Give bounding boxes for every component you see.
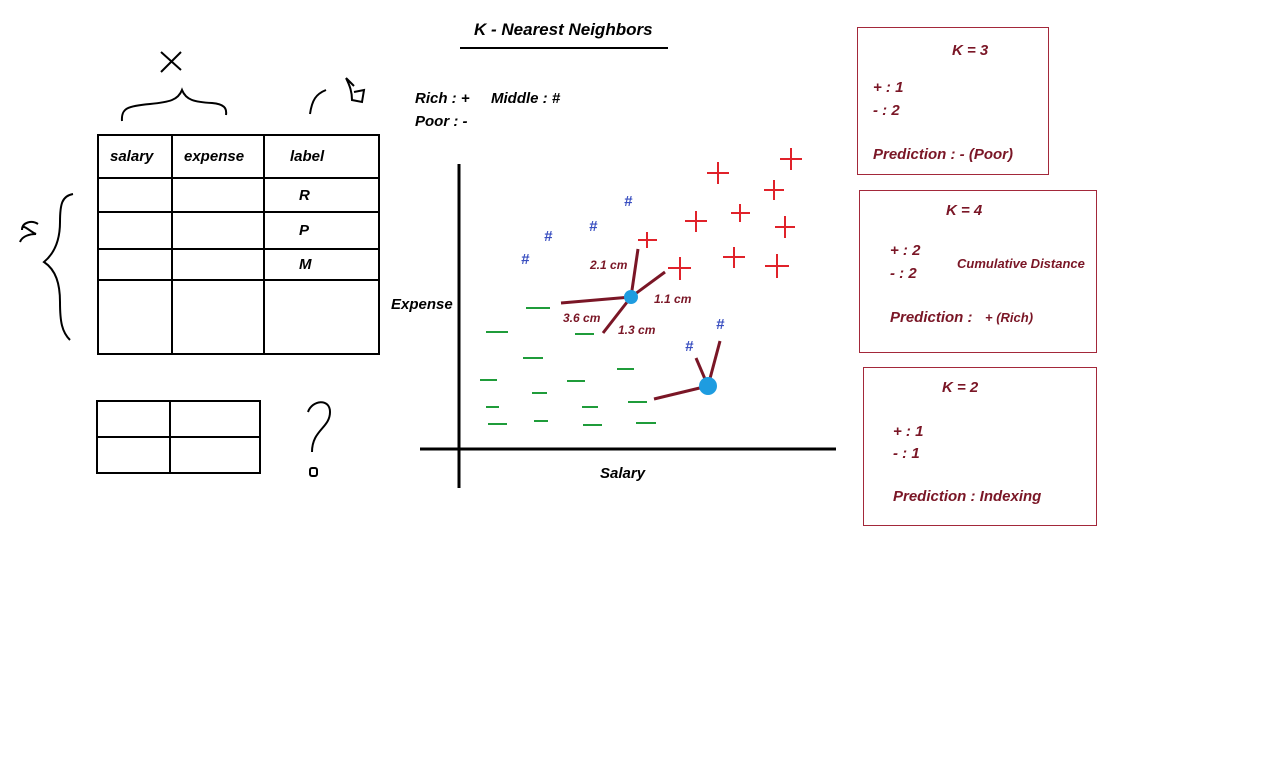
query-point	[699, 377, 717, 395]
k4-prediction-label: Prediction :	[890, 309, 973, 326]
table-cell-label: M	[263, 248, 380, 281]
table-row	[97, 279, 380, 355]
table-cell	[97, 248, 173, 281]
k4-minus-count: - : 2	[890, 265, 917, 282]
k2-box: K = 2 + : 1 - : 1 Prediction : Indexing	[863, 367, 1097, 526]
x-brace	[120, 87, 228, 122]
table-header-label: label	[263, 134, 380, 179]
table-cell	[97, 177, 173, 213]
table-cell	[96, 436, 171, 474]
y-axis-label: Expense	[391, 296, 453, 313]
distance-label: 2.1 cm	[590, 258, 628, 272]
k2-minus-count: - : 1	[893, 445, 920, 462]
question-dot	[309, 467, 318, 477]
table-cell	[97, 211, 173, 250]
title-underline	[460, 47, 668, 49]
k2-title: K = 2	[942, 379, 979, 396]
plus-point	[731, 204, 750, 222]
distance-label: 1.3 cm	[618, 323, 656, 337]
plus-point	[775, 216, 795, 238]
legend-poor: Poor : -	[415, 113, 468, 130]
plus-point	[668, 257, 691, 280]
plus-point	[723, 247, 745, 268]
data-table: salary expense label R P M	[97, 134, 380, 355]
hash-point: #	[521, 251, 530, 268]
query-table	[96, 400, 261, 474]
m-brace	[42, 193, 74, 341]
table-row: R	[97, 177, 380, 213]
table-header-salary: salary	[97, 134, 173, 179]
handwritten-annotations	[19, 51, 366, 477]
query-point	[624, 290, 638, 304]
k2-prediction: Prediction : Indexing	[893, 488, 1042, 505]
table-cell	[171, 248, 265, 281]
question-mark	[307, 401, 332, 453]
hash-point: #	[589, 218, 598, 235]
rich-points	[638, 148, 802, 280]
k3-prediction: Prediction : - (Poor)	[873, 146, 1013, 163]
scatter-plot: # # # # # #	[420, 148, 836, 488]
hash-point: #	[624, 193, 633, 210]
distance-label: 1.1 cm	[654, 292, 692, 306]
k3-minus-count: - : 2	[873, 102, 900, 119]
table-row: M	[97, 248, 380, 281]
table-header-expense: expense	[171, 134, 265, 179]
m-symbol	[19, 221, 39, 243]
table-cell	[96, 400, 171, 438]
plus-point	[765, 254, 789, 278]
legend-middle: Middle : #	[491, 90, 561, 107]
page-title: K - Nearest Neighbors	[474, 20, 653, 39]
y-brace	[309, 89, 327, 115]
k3-title: K = 3	[952, 42, 989, 59]
k3-plus-count: + : 1	[873, 79, 904, 96]
table-cell-label: R	[263, 177, 380, 213]
k4-title: K = 4	[946, 202, 983, 219]
table-cell	[169, 400, 261, 438]
table-cell	[171, 211, 265, 250]
k2-plus-count: + : 1	[893, 423, 924, 440]
plus-point	[685, 211, 707, 232]
table-cell	[169, 436, 261, 474]
plus-point	[707, 162, 729, 184]
table-row	[96, 400, 261, 438]
table-cell	[97, 279, 173, 355]
table-cell	[171, 279, 265, 355]
x-axis-label: Salary	[600, 465, 646, 482]
k4-box: K = 4 + : 2 - : 2 Cumulative Distance Pr…	[859, 190, 1097, 353]
distance-lines	[560, 248, 722, 401]
poor-points	[480, 307, 656, 426]
table-row: P	[97, 211, 380, 250]
table-cell-label: P	[263, 211, 380, 250]
plus-point	[764, 180, 784, 200]
legend-rich: Rich : +	[415, 90, 470, 107]
table-cell	[263, 279, 380, 355]
table-cell	[171, 177, 265, 213]
k4-prediction-value: + (Rich)	[985, 310, 1034, 325]
k4-plus-count: + : 2	[890, 242, 921, 259]
distance-label: 3.6 cm	[563, 311, 601, 325]
plus-point	[638, 232, 657, 248]
k4-note: Cumulative Distance	[957, 256, 1085, 271]
hash-point: #	[685, 338, 694, 355]
hash-point: #	[716, 316, 725, 333]
x-symbol	[160, 51, 182, 73]
middle-points: # # # # # #	[521, 193, 725, 355]
y-symbol	[345, 77, 366, 104]
table-row	[96, 436, 261, 474]
plus-point	[780, 148, 802, 170]
hash-point: #	[544, 228, 553, 245]
k3-box: K = 3 + : 1 - : 2 Prediction : - (Poor)	[857, 27, 1049, 175]
